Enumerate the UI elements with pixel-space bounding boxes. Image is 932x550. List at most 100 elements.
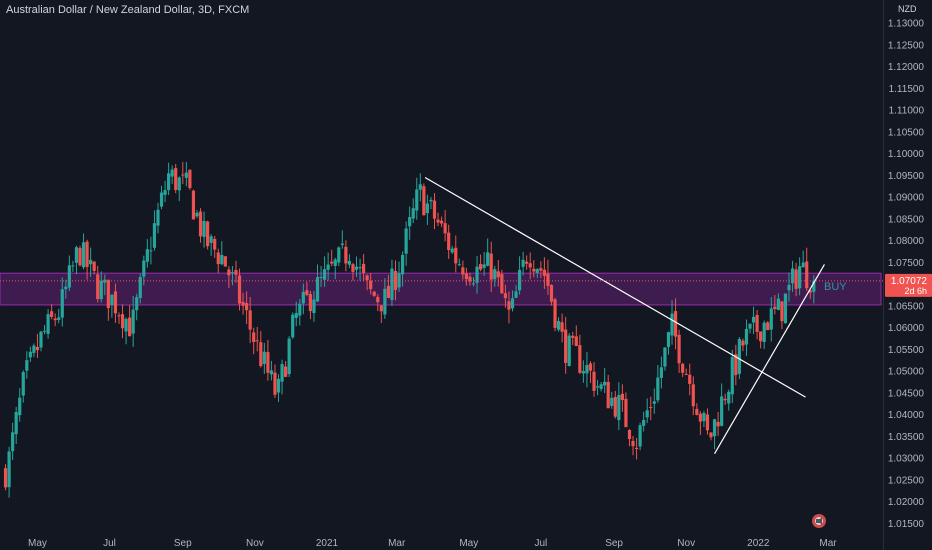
candle bbox=[517, 269, 522, 291]
candle bbox=[220, 254, 224, 265]
candle bbox=[252, 332, 256, 342]
candle bbox=[273, 372, 277, 395]
time-tick-label: 2022 bbox=[747, 538, 770, 549]
alert-bell-icon[interactable] bbox=[812, 514, 826, 528]
candle bbox=[450, 248, 454, 253]
last-price-value: 1.07072 bbox=[891, 276, 928, 287]
price-tick-label: 1.12000 bbox=[888, 62, 925, 73]
candle bbox=[216, 252, 220, 265]
price-tick-label: 1.03500 bbox=[888, 432, 925, 443]
candle bbox=[280, 363, 284, 382]
candle bbox=[812, 280, 816, 292]
candle bbox=[673, 311, 678, 337]
candle bbox=[447, 232, 451, 251]
candle bbox=[284, 366, 288, 377]
candle bbox=[681, 363, 685, 373]
candle bbox=[755, 315, 759, 332]
buy-zone[interactable] bbox=[0, 272, 882, 306]
candle bbox=[369, 280, 373, 290]
candle bbox=[475, 266, 479, 283]
candle bbox=[638, 425, 642, 447]
candle bbox=[567, 335, 571, 366]
candle bbox=[206, 221, 210, 247]
candle bbox=[521, 259, 525, 267]
candle bbox=[347, 260, 352, 265]
price-tick-label: 1.07500 bbox=[888, 258, 925, 269]
candle bbox=[464, 273, 469, 280]
price-tick-label: 1.04500 bbox=[888, 388, 925, 399]
candle bbox=[723, 398, 727, 401]
candle bbox=[493, 269, 497, 280]
candle bbox=[468, 276, 472, 282]
candle bbox=[624, 398, 628, 428]
price-tick-label: 1.02500 bbox=[888, 475, 925, 486]
candle bbox=[64, 286, 68, 290]
price-axis-currency[interactable]: NZD bbox=[898, 4, 917, 14]
candle bbox=[411, 208, 415, 219]
descending-trendline[interactable] bbox=[424, 176, 806, 398]
candle bbox=[376, 296, 380, 303]
candle bbox=[326, 264, 330, 270]
candle bbox=[553, 299, 557, 328]
price-tick-label: 1.09500 bbox=[888, 171, 925, 182]
chart-title: Australian Dollar / New Zealand Dollar, … bbox=[6, 4, 250, 16]
candle bbox=[574, 336, 578, 346]
candle bbox=[670, 313, 674, 336]
candle bbox=[128, 317, 132, 337]
candle bbox=[766, 322, 770, 330]
candle bbox=[174, 168, 178, 190]
price-tick-label: 1.03000 bbox=[888, 454, 925, 465]
candle bbox=[71, 265, 75, 267]
candle bbox=[500, 274, 504, 294]
candle bbox=[688, 374, 692, 384]
candle bbox=[110, 294, 114, 306]
candle bbox=[705, 414, 710, 431]
candle bbox=[439, 220, 444, 224]
candle bbox=[337, 247, 341, 263]
candle bbox=[461, 267, 465, 275]
candle bbox=[610, 397, 614, 406]
candle bbox=[780, 301, 784, 322]
candle bbox=[167, 173, 171, 191]
candle bbox=[769, 308, 773, 330]
candle bbox=[606, 381, 610, 409]
candle bbox=[191, 190, 196, 220]
candle bbox=[195, 212, 199, 217]
candle bbox=[21, 372, 25, 396]
candle bbox=[237, 275, 242, 304]
candle bbox=[790, 268, 795, 284]
ascending-trendline[interactable] bbox=[714, 264, 825, 455]
candle bbox=[542, 269, 546, 276]
trendlines-layer bbox=[424, 176, 825, 455]
candle bbox=[315, 277, 320, 302]
buy-label: BUY bbox=[824, 281, 847, 293]
candle bbox=[613, 397, 617, 417]
candle bbox=[340, 243, 344, 245]
price-tick-label: 1.13000 bbox=[888, 19, 925, 30]
candle bbox=[429, 199, 433, 202]
candle bbox=[372, 291, 376, 296]
candle bbox=[631, 440, 635, 447]
candle bbox=[727, 391, 731, 404]
price-tick-label: 1.08500 bbox=[888, 214, 925, 225]
price-tick-label: 1.11500 bbox=[889, 84, 925, 95]
candle bbox=[592, 371, 596, 391]
candle bbox=[478, 264, 483, 270]
candle bbox=[351, 264, 355, 272]
candle bbox=[652, 401, 656, 404]
candle bbox=[78, 247, 82, 266]
candle bbox=[759, 331, 763, 342]
time-tick-label: Jul bbox=[534, 538, 547, 549]
candle bbox=[741, 340, 745, 346]
time-tick-label: Sep bbox=[605, 538, 623, 549]
candle bbox=[241, 301, 245, 306]
candle bbox=[81, 242, 86, 268]
candle bbox=[801, 262, 805, 268]
candle bbox=[748, 323, 752, 329]
time-tick-label: Sep bbox=[174, 538, 192, 549]
candle bbox=[432, 200, 437, 219]
candle bbox=[489, 253, 493, 280]
candle bbox=[11, 432, 15, 452]
candle bbox=[698, 413, 702, 422]
